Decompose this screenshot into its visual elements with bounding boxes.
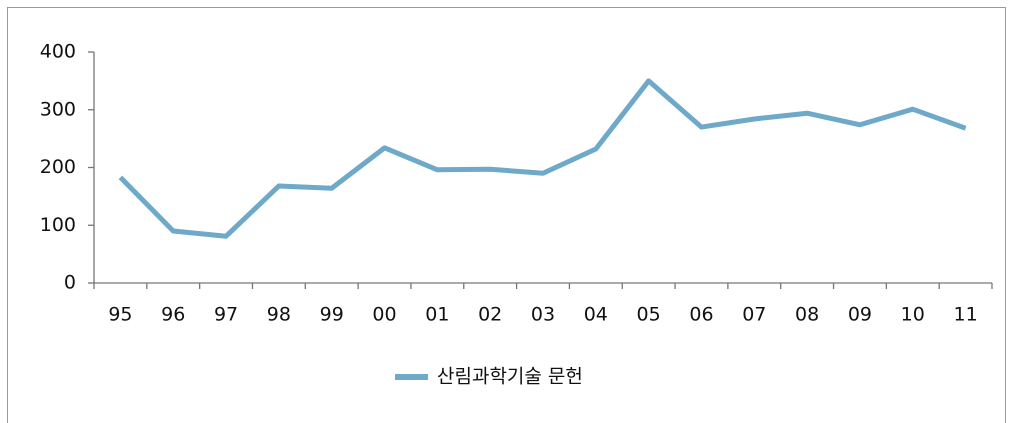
x-tick-label: 04: [584, 304, 608, 326]
x-tick-label: 96: [161, 304, 185, 326]
x-tick-label: 99: [320, 304, 344, 326]
x-tick-label: 03: [531, 304, 555, 326]
y-tick-label: 100: [40, 214, 76, 236]
x-tick-label: 06: [689, 304, 713, 326]
x-tick-label: 97: [214, 304, 238, 326]
x-tick-label: 98: [267, 304, 291, 326]
y-tick-label: 300: [40, 98, 76, 120]
x-tick-label: 09: [848, 304, 872, 326]
x-tick-label: 07: [742, 304, 766, 326]
y-tick-label: 0: [64, 272, 76, 294]
x-tick-label: 95: [108, 304, 132, 326]
x-tick-label: 11: [953, 304, 977, 326]
legend-label: 산림과학기술 문헌: [437, 366, 583, 388]
y-tick-label: 200: [40, 156, 76, 178]
x-tick-label: 05: [637, 304, 661, 326]
x-tick-label: 01: [425, 304, 449, 326]
x-tick-label: 08: [795, 304, 819, 326]
chart-frame: [7, 7, 1006, 423]
data-line: [118, 78, 967, 239]
x-tick-label: 10: [901, 304, 925, 326]
x-tick-label: 00: [372, 304, 396, 326]
x-tick-label: 02: [478, 304, 502, 326]
y-tick-label: 400: [40, 41, 76, 63]
